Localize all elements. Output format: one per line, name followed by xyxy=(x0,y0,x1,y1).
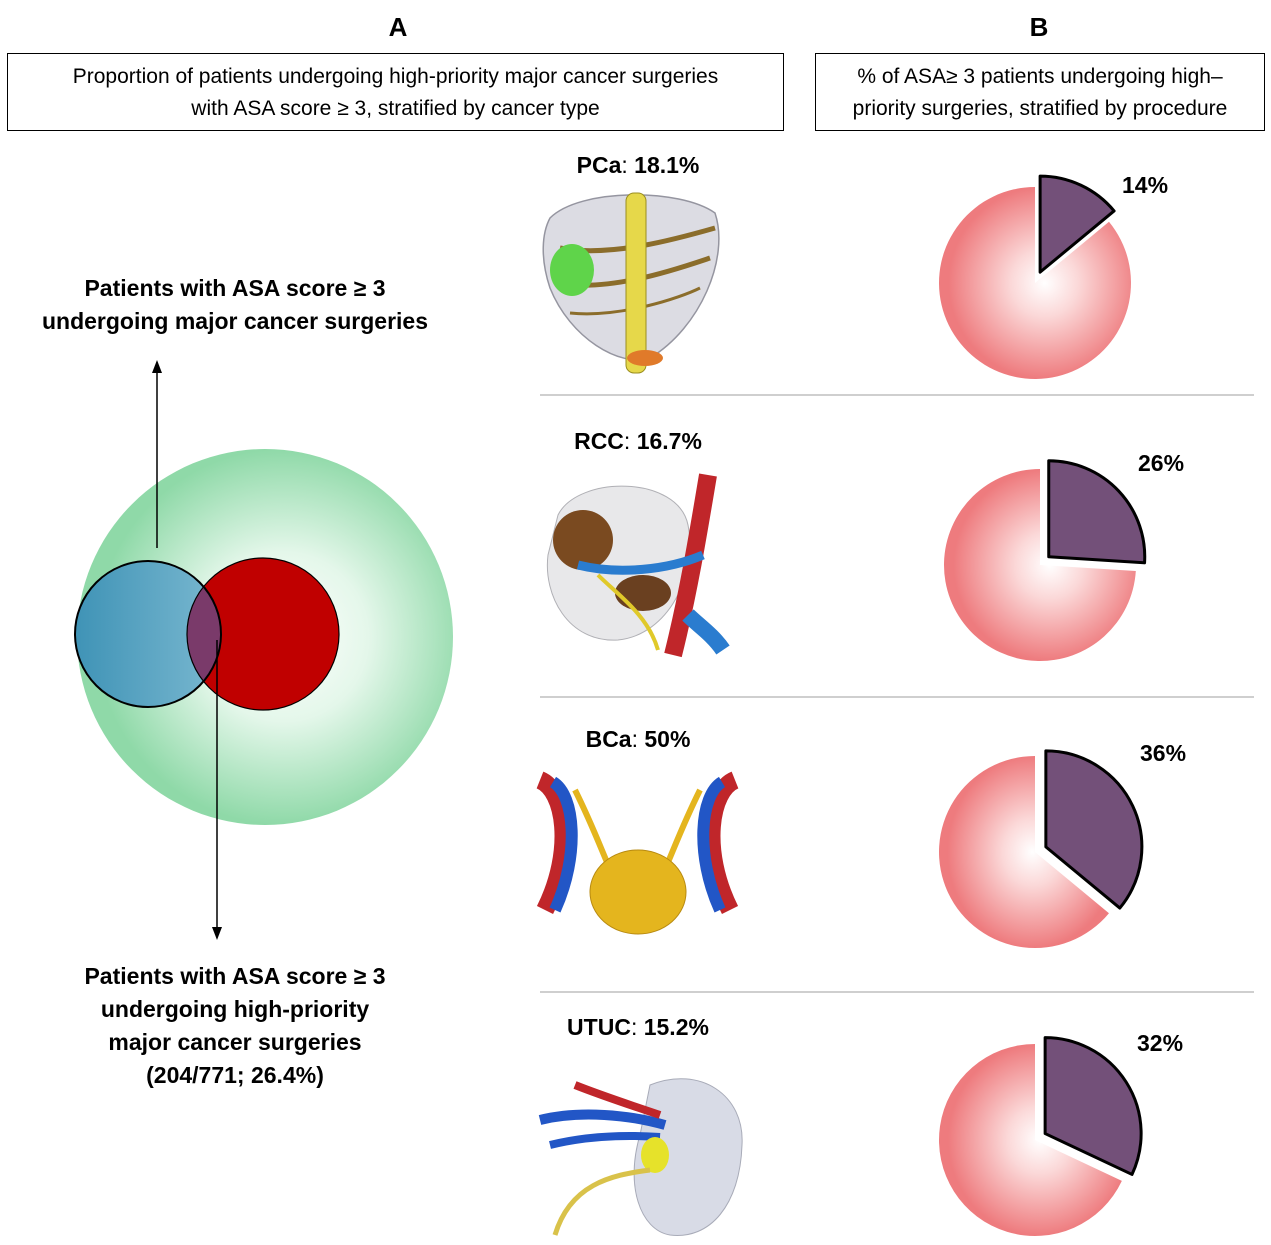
pie-highlight-slice-utuc xyxy=(1043,1036,1143,1176)
pie-label-bca: 36% xyxy=(1140,740,1187,766)
pie-label-utuc: 32% xyxy=(1137,1030,1184,1056)
pie-rest-slice-rcc xyxy=(944,469,1136,661)
pie-label-pca: 14% xyxy=(1122,172,1169,198)
cancer-name: RCC xyxy=(574,428,624,454)
venn-top-caption-line-2: undergoing major cancer surgeries xyxy=(41,308,428,334)
bladder-icon xyxy=(535,771,740,935)
venn-right-circle xyxy=(187,558,339,710)
pie-highlight-slice-pca xyxy=(1038,174,1116,274)
pie-rest-slice-bca xyxy=(939,756,1109,948)
prostate-icon xyxy=(542,192,720,374)
venn-bottom-caption-line-2: undergoing high-priority xyxy=(100,996,370,1022)
panel-b-letter: B xyxy=(1029,12,1049,42)
venn-left-circle xyxy=(75,561,221,707)
cancer-label-bca: BCa: 50% xyxy=(585,726,691,752)
cancer-name: UTUC xyxy=(567,1014,631,1040)
row-separator-1 xyxy=(540,394,1254,396)
cancer-label-pca: PCa: 18.1% xyxy=(576,152,700,178)
panel-a-letter: A xyxy=(388,12,408,42)
panel-b-header: % of ASA≥ 3 patients undergoing high– pr… xyxy=(815,53,1265,131)
cancer-label-utuc: UTUC: 15.2% xyxy=(567,1014,709,1040)
venn-bottom-caption-line-1: Patients with ASA score ≥ 3 xyxy=(84,963,386,989)
venn-right-outline xyxy=(186,557,340,711)
arrow-down-head xyxy=(212,927,222,940)
cancer-name: BCa xyxy=(585,726,632,752)
panel-b-header-line-1: % of ASA≥ 3 patients undergoing high– xyxy=(857,65,1223,88)
ureter-kidney-icon xyxy=(538,1078,743,1236)
venn-bottom-caption-line-3: major cancer surgeries xyxy=(108,1029,362,1055)
panel-a-header-line-2: with ASA score ≥ 3, stratified by cancer… xyxy=(191,97,600,120)
row-separator-3 xyxy=(540,991,1254,993)
pie-rest-slice-utuc xyxy=(939,1044,1122,1236)
cancer-pct: 50% xyxy=(644,726,691,752)
kidney-icon xyxy=(546,473,730,658)
venn-diagram xyxy=(74,360,453,940)
pie-highlight-slice-bca xyxy=(1044,749,1144,910)
venn-bottom-caption: Patients with ASA score ≥ 3 undergoing h… xyxy=(20,960,450,1092)
cancer-pct: 15.2% xyxy=(643,1014,709,1040)
panel-a-header-line-1: Proportion of patients undergoing high-p… xyxy=(72,65,719,88)
venn-top-caption-line-1: Patients with ASA score ≥ 3 xyxy=(84,275,386,301)
cancer-pct: 18.1% xyxy=(634,152,700,178)
panel-b-header-line-2: priority surgeries, stratified by proced… xyxy=(852,97,1228,120)
cancer-name: PCa xyxy=(576,152,622,178)
pie-label-rcc: 26% xyxy=(1138,450,1185,476)
panel-a-header: Proportion of patients undergoing high-p… xyxy=(7,53,784,131)
pie-highlight-slice-rcc xyxy=(1047,459,1147,565)
cancer-label-rcc: RCC: 16.7% xyxy=(574,428,702,454)
arrow-up-head xyxy=(152,360,162,373)
venn-top-caption: Patients with ASA score ≥ 3 undergoing m… xyxy=(20,272,450,338)
pie-rest-slice-pca xyxy=(939,187,1131,379)
venn-left-outline xyxy=(74,560,222,708)
venn-bottom-caption-line-4: (204/771; 26.4%) xyxy=(146,1062,324,1088)
row-separator-2 xyxy=(540,696,1254,698)
cancer-pct: 16.7% xyxy=(636,428,702,454)
